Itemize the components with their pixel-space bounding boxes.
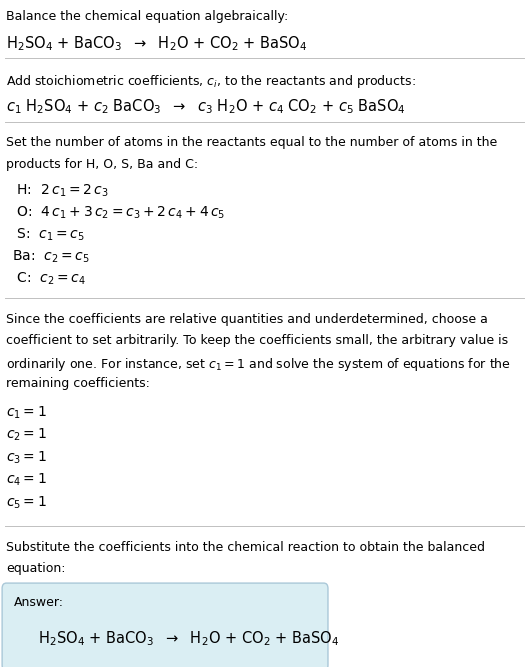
Text: $c_5 = 1$: $c_5 = 1$ (6, 494, 47, 510)
Text: $c_3 = 1$: $c_3 = 1$ (6, 450, 47, 466)
Text: coefficient to set arbitrarily. To keep the coefficients small, the arbitrary va: coefficient to set arbitrarily. To keep … (6, 334, 508, 348)
Text: Ba:  $c_2 = c_5$: Ba: $c_2 = c_5$ (12, 248, 89, 265)
Text: $c_2 = 1$: $c_2 = 1$ (6, 427, 47, 444)
Text: O:  $4\,c_1 + 3\,c_2 = c_3 + 2\,c_4 + 4\,c_5$: O: $4\,c_1 + 3\,c_2 = c_3 + 2\,c_4 + 4\,… (12, 204, 225, 221)
Text: C:  $c_2 = c_4$: C: $c_2 = c_4$ (12, 270, 86, 287)
Text: $c_1 = 1$: $c_1 = 1$ (6, 404, 47, 421)
Text: Set the number of atoms in the reactants equal to the number of atoms in the: Set the number of atoms in the reactants… (6, 137, 498, 149)
Text: S:  $c_1 = c_5$: S: $c_1 = c_5$ (12, 226, 85, 243)
Text: Add stoichiometric coefficients, $c_i$, to the reactants and products:: Add stoichiometric coefficients, $c_i$, … (6, 73, 416, 90)
Text: H:  $2\,c_1 = 2\,c_3$: H: $2\,c_1 = 2\,c_3$ (12, 182, 108, 199)
Text: $c_1$ H$_2$SO$_4$ + $c_2$ BaCO$_3$  $\rightarrow$  $c_3$ H$_2$O + $c_4$ CO$_2$ +: $c_1$ H$_2$SO$_4$ + $c_2$ BaCO$_3$ $\rig… (6, 97, 406, 116)
Text: $c_4 = 1$: $c_4 = 1$ (6, 472, 47, 488)
FancyBboxPatch shape (2, 583, 328, 667)
Text: Balance the chemical equation algebraically:: Balance the chemical equation algebraica… (6, 10, 289, 23)
Text: Answer:: Answer: (14, 596, 65, 610)
Text: Substitute the coefficients into the chemical reaction to obtain the balanced: Substitute the coefficients into the che… (6, 541, 485, 554)
Text: remaining coefficients:: remaining coefficients: (6, 378, 150, 390)
Text: H$_2$SO$_4$ + BaCO$_3$  $\rightarrow$  H$_2$O + CO$_2$ + BaSO$_4$: H$_2$SO$_4$ + BaCO$_3$ $\rightarrow$ H$_… (6, 34, 308, 53)
Text: H$_2$SO$_4$ + BaCO$_3$  $\rightarrow$  H$_2$O + CO$_2$ + BaSO$_4$: H$_2$SO$_4$ + BaCO$_3$ $\rightarrow$ H$_… (38, 629, 340, 648)
Text: equation:: equation: (6, 562, 66, 575)
Text: ordinarily one. For instance, set $c_1 = 1$ and solve the system of equations fo: ordinarily one. For instance, set $c_1 =… (6, 356, 512, 373)
Text: products for H, O, S, Ba and C:: products for H, O, S, Ba and C: (6, 158, 198, 171)
Text: Since the coefficients are relative quantities and underdetermined, choose a: Since the coefficients are relative quan… (6, 313, 488, 326)
